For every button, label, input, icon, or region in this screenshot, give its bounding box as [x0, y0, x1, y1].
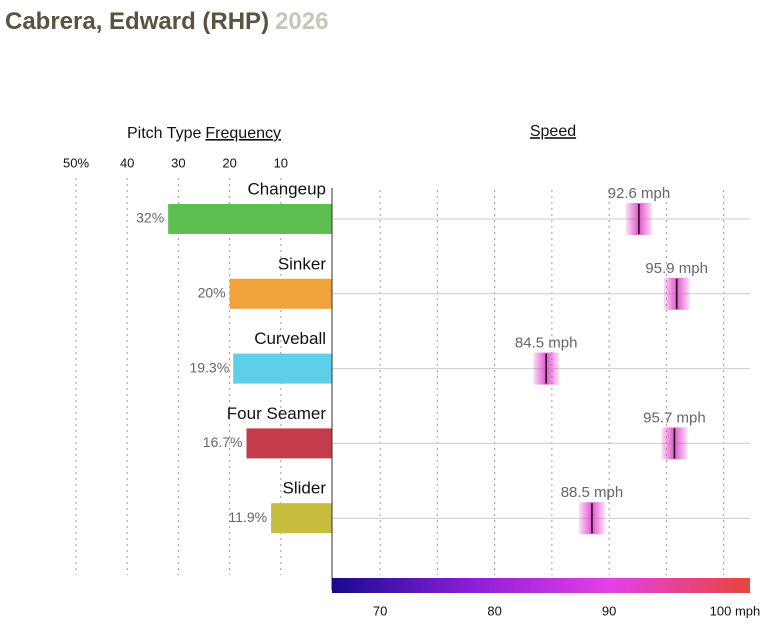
value-label: 32%: [136, 210, 164, 226]
x-tick-label: 30: [171, 155, 185, 170]
pitch-name: Curveball: [254, 329, 326, 348]
speed-label: 92.6 mph: [608, 185, 671, 202]
speed-label: 84.5 mph: [515, 335, 578, 352]
pitch-name: Sinker: [278, 254, 327, 273]
bar: [246, 428, 332, 459]
speed-label: 95.7 mph: [643, 409, 706, 426]
x-tick-label: 100 mph: [710, 603, 761, 618]
x-tick-label: 50%: [63, 155, 89, 170]
value-label: 16.7%: [203, 434, 243, 450]
frequency-title-plain: Pitch Type: [127, 125, 202, 142]
value-label: 20%: [198, 285, 226, 301]
bar: [168, 204, 332, 234]
x-tick-label: 90: [602, 603, 616, 618]
pitch-name: Four Seamer: [227, 404, 327, 423]
pitch-name: Changeup: [248, 179, 326, 198]
frequency-title-link: Frequency: [205, 125, 281, 142]
x-tick-label: 20: [222, 155, 236, 170]
value-label: 19.3%: [189, 359, 229, 375]
speed-label: 95.9 mph: [645, 260, 708, 277]
value-label: 11.9%: [228, 509, 267, 525]
bar: [229, 278, 332, 309]
frequency-title: Pitch Type Frequency: [127, 125, 281, 142]
x-tick-label: 70: [373, 603, 387, 618]
x-tick-label: 10: [274, 155, 288, 170]
x-tick-label: 80: [487, 603, 501, 618]
bar: [271, 503, 332, 534]
speed-label: 88.5 mph: [561, 484, 624, 501]
bar: [233, 353, 332, 384]
page-title: Cabrera, Edward (RHP) 2026: [5, 8, 328, 35]
colorbar: [332, 578, 750, 593]
speed-title: Speed: [530, 123, 576, 140]
player-name: Cabrera, Edward (RHP): [5, 8, 269, 35]
pitch-name: Slider: [283, 479, 327, 498]
x-tick-label: 40: [120, 155, 134, 170]
season: 2026: [275, 8, 328, 35]
